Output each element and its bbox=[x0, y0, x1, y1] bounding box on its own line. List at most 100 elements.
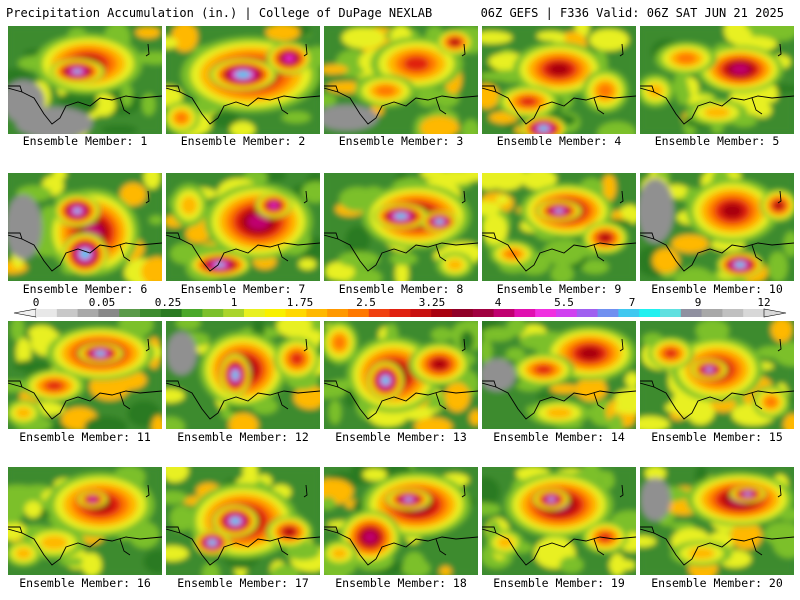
border-line bbox=[482, 87, 636, 125]
colorbar-segment bbox=[244, 309, 266, 317]
border-line bbox=[166, 382, 320, 420]
colorbar-tick-label: 5.5 bbox=[554, 296, 574, 309]
member-label: Ensemble Member: 1 bbox=[22, 134, 148, 148]
colorbar-tick-label: 0.25 bbox=[154, 296, 182, 309]
state-line bbox=[482, 338, 624, 410]
colorbar-tick-label: 0 bbox=[32, 296, 40, 309]
colorbar-segment bbox=[306, 309, 328, 317]
member-label: Ensemble Member: 19 bbox=[493, 576, 625, 590]
colorbar-segment bbox=[701, 309, 723, 317]
colorbar-segment bbox=[556, 309, 578, 317]
colorbar-segment bbox=[514, 309, 536, 317]
state-line bbox=[8, 43, 150, 115]
colorbar-segment bbox=[410, 309, 432, 317]
member-label: Ensemble Member: 20 bbox=[651, 576, 783, 590]
header-bar: Precipitation Accumulation (in.) | Colle… bbox=[0, 0, 800, 24]
member-label: Ensemble Member: 16 bbox=[19, 576, 151, 590]
precip-field bbox=[166, 467, 320, 575]
colorbar-labels: 0 0.05 0.25 1 1.75 2.5 3.25 4 5.5 7 9 12 bbox=[10, 296, 790, 309]
colorbar-segment bbox=[348, 309, 370, 317]
colorbar-segment bbox=[160, 309, 183, 317]
state-line bbox=[166, 484, 308, 556]
state-line bbox=[640, 190, 782, 262]
ensemble-map-panel bbox=[640, 173, 794, 281]
state-line bbox=[640, 43, 782, 115]
border-line bbox=[482, 528, 636, 566]
precip-colorbar: 0 0.05 0.25 1 1.75 2.5 3.25 4 5.5 7 9 12 bbox=[10, 296, 790, 318]
border-line bbox=[324, 234, 478, 272]
colorbar-segment bbox=[56, 309, 79, 317]
member-label: Ensemble Member: 8 bbox=[338, 282, 464, 296]
state-line bbox=[324, 338, 466, 410]
border-line bbox=[482, 382, 636, 420]
member-label: Ensemble Member: 4 bbox=[496, 134, 622, 148]
ensemble-map-panel bbox=[166, 467, 320, 575]
border-line bbox=[166, 528, 320, 566]
ensemble-map-panel bbox=[8, 173, 162, 281]
ensemble-map-panel bbox=[482, 26, 636, 134]
border-line bbox=[8, 382, 162, 420]
colorbar-segment bbox=[472, 309, 495, 317]
colorbar-segment bbox=[327, 309, 349, 317]
state-line bbox=[166, 190, 308, 262]
precip-field bbox=[324, 321, 478, 429]
state-line bbox=[8, 190, 150, 262]
border-line bbox=[640, 87, 794, 125]
border-line bbox=[8, 87, 162, 125]
member-label: Ensemble Member: 2 bbox=[180, 134, 306, 148]
colorbar-segment bbox=[576, 309, 599, 317]
colorbar-segment bbox=[223, 309, 245, 317]
precip-field bbox=[482, 173, 636, 281]
colorbar-segment bbox=[98, 309, 120, 317]
state-line bbox=[482, 43, 624, 115]
border-line bbox=[640, 528, 794, 566]
colorbar-segment bbox=[660, 309, 682, 317]
precip-field bbox=[324, 173, 478, 281]
precip-field bbox=[8, 26, 162, 134]
precip-field bbox=[640, 26, 794, 134]
precip-field bbox=[482, 26, 636, 134]
ensemble-map-panel bbox=[324, 321, 478, 429]
member-label: Ensemble Member: 13 bbox=[335, 430, 467, 444]
colorbar-segment bbox=[618, 309, 640, 317]
member-label: Ensemble Member: 3 bbox=[338, 134, 464, 148]
ensemble-map-panel bbox=[8, 26, 162, 134]
border-line bbox=[482, 234, 636, 272]
colorbar-segment bbox=[639, 309, 661, 317]
colorbar-tick-label: 9 bbox=[694, 296, 702, 309]
colorbar-right-arrow bbox=[763, 308, 787, 318]
colorbar-segment bbox=[202, 309, 224, 317]
precip-field bbox=[8, 467, 162, 575]
precip-field bbox=[166, 321, 320, 429]
ensemble-map-panel bbox=[8, 467, 162, 575]
colorbar-tick-label: 0.05 bbox=[88, 296, 116, 309]
colorbar-tick-label: 1.75 bbox=[286, 296, 314, 309]
member-label: Ensemble Member: 18 bbox=[335, 576, 467, 590]
ensemble-map-panel bbox=[640, 26, 794, 134]
ensemble-map-panel bbox=[324, 173, 478, 281]
colorbar-tick-label: 2.5 bbox=[356, 296, 376, 309]
ensemble-map-panel bbox=[166, 173, 320, 281]
precip-field bbox=[8, 173, 162, 281]
ensemble-map-panel bbox=[166, 26, 320, 134]
precip-field bbox=[166, 26, 320, 134]
state-line bbox=[482, 484, 624, 556]
member-label: Ensemble Member: 7 bbox=[180, 282, 306, 296]
state-line bbox=[324, 190, 466, 262]
member-label: Ensemble Member: 5 bbox=[654, 134, 780, 148]
colorbar-left-arrow bbox=[13, 308, 37, 318]
border-line bbox=[324, 528, 478, 566]
state-line bbox=[8, 338, 150, 410]
colorbar-segment bbox=[597, 309, 619, 317]
ensemble-map-panel bbox=[482, 467, 636, 575]
colorbar-segment bbox=[535, 309, 557, 317]
precip-field bbox=[482, 321, 636, 429]
precip-field bbox=[8, 321, 162, 429]
member-label: Ensemble Member: 14 bbox=[493, 430, 625, 444]
ensemble-map-panel bbox=[482, 173, 636, 281]
precip-field bbox=[640, 467, 794, 575]
colorbar-tick-label: 1 bbox=[230, 296, 238, 309]
colorbar-segment bbox=[285, 309, 307, 317]
member-label: Ensemble Member: 12 bbox=[177, 430, 309, 444]
ensemble-map-panel bbox=[640, 321, 794, 429]
